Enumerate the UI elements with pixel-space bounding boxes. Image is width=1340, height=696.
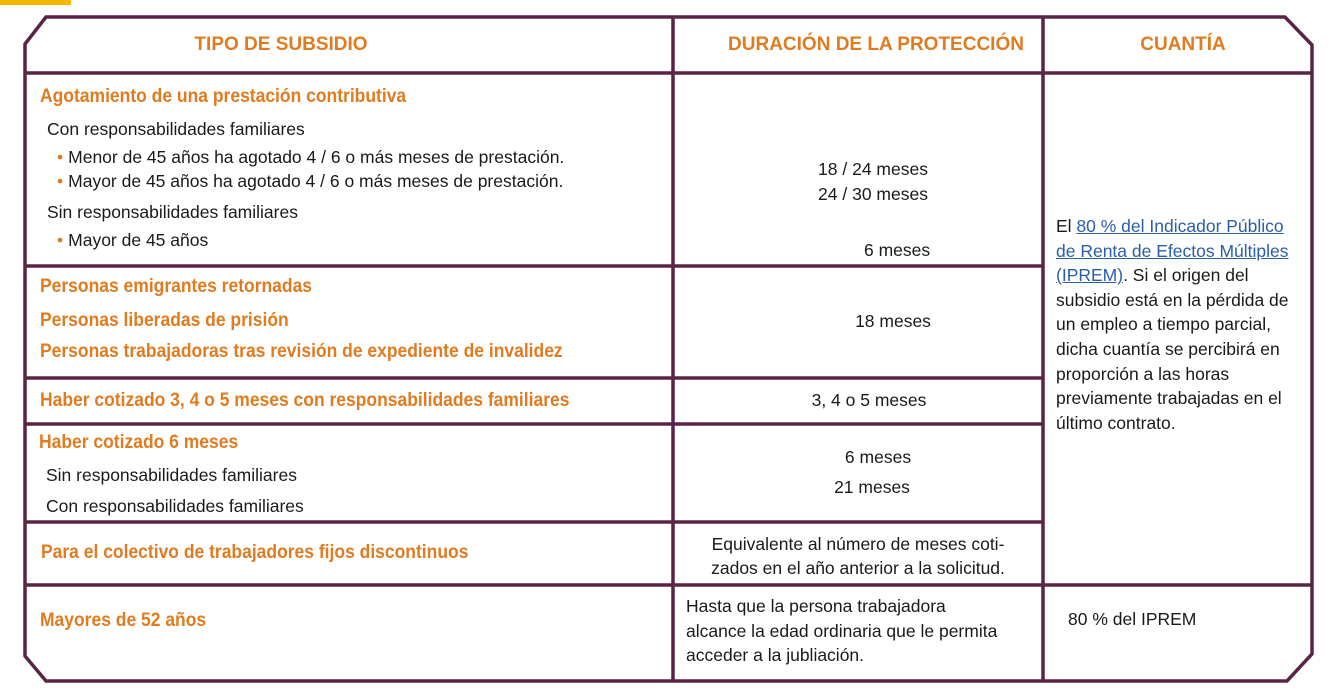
row-subtitle: Con responsabilidades familiares bbox=[47, 119, 305, 139]
table-outline bbox=[23, 15, 1314, 683]
duration-value: Hasta que la persona trabajadora bbox=[686, 596, 946, 616]
row-subtitle: Sin responsabilidades familiares bbox=[46, 465, 297, 485]
list-item-text: Mayor de 45 años ha agotado 4 / 6 o más … bbox=[68, 171, 564, 191]
iprem-link[interactable]: 80 % del Indicador Público de Renta de E… bbox=[1056, 216, 1289, 286]
duration-value: acceder a la jubliación. bbox=[686, 645, 865, 665]
duration-value: Equivalente al número de meses coti- bbox=[711, 534, 1005, 554]
list-item: • Menor de 45 años ha agotado 4 / 6 o más… bbox=[57, 147, 564, 168]
row-subtitle: Sin responsabilidades familiares bbox=[47, 202, 298, 222]
bullet-icon: • bbox=[57, 230, 64, 250]
cuantia-description: El 80 % del Indicador Público de Renta d… bbox=[1056, 214, 1306, 435]
duration-value: 18 meses bbox=[855, 311, 931, 331]
list-item-text: Mayor de 45 años bbox=[68, 230, 209, 250]
row-title: Haber cotizado 6 meses bbox=[39, 432, 239, 453]
row-title: Personas liberadas de prisión bbox=[40, 310, 289, 331]
duration-value: alcance la edad ordinaria que le permita bbox=[686, 621, 998, 641]
cuantia-text: El bbox=[1056, 216, 1077, 236]
header-cuantia: CUANTÍA bbox=[1140, 34, 1226, 55]
row-title: Personas emigrantes retornadas bbox=[40, 276, 313, 297]
row-title: Agotamiento de una prestación contributi… bbox=[40, 86, 407, 107]
duration-value: 21 meses bbox=[834, 477, 910, 497]
row-subtitle: Con responsabilidades familiares bbox=[46, 496, 304, 516]
duration-value: 6 meses bbox=[844, 447, 912, 467]
row-title: Personas trabajadoras tras revisión de e… bbox=[40, 341, 563, 362]
bullet-icon: • bbox=[57, 147, 64, 167]
row-title: Para el colectivo de trabajadores fijos … bbox=[41, 542, 469, 563]
list-item: • Mayor de 45 años ha agotado 4 / 6 o más… bbox=[57, 171, 563, 192]
list-item-text: Menor de 45 años ha agotado 4 / 6 o más … bbox=[68, 147, 565, 167]
amount-value: 80 % del IPREM bbox=[1068, 609, 1197, 629]
top-accent-tab bbox=[0, 0, 71, 5]
header-tipo-de-subsidio: TIPO DE SUBSIDIO bbox=[194, 34, 368, 55]
duration-value: 3, 4 o 5 meses bbox=[811, 390, 927, 410]
cuantia-text: . Si el origen del subsidio está en la p… bbox=[1056, 265, 1289, 433]
row-title: Haber cotizado 3, 4 o 5 meses con respon… bbox=[40, 390, 570, 411]
duration-value: 18 / 24 meses bbox=[818, 159, 928, 179]
header-duracion: DURACIÓN DE LA PROTECCIÓN bbox=[728, 34, 1024, 55]
list-item: • Mayor de 45 años bbox=[57, 230, 208, 251]
duration-value: 6 meses bbox=[864, 240, 931, 260]
duration-value: zados en el año anterior a la solicitud. bbox=[711, 558, 1005, 578]
duration-value: 24 / 30 meses bbox=[818, 184, 928, 204]
bullet-icon: • bbox=[57, 171, 64, 191]
row-title: Mayores de 52 años bbox=[40, 610, 207, 631]
